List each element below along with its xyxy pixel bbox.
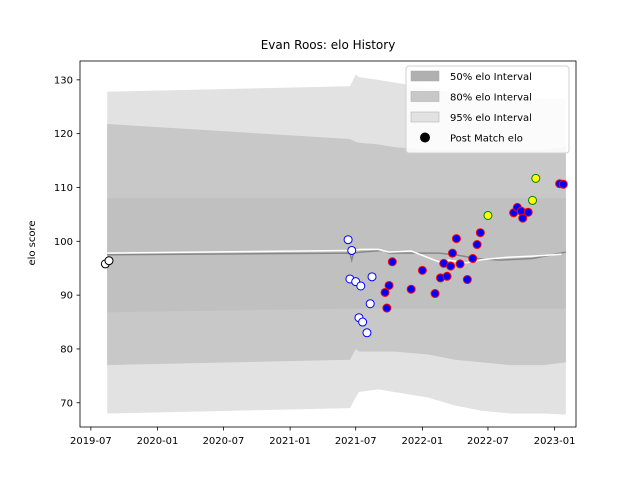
data-point (430, 289, 440, 299)
point-series-1 (343, 235, 377, 338)
data-point (406, 284, 416, 294)
data-point (475, 228, 485, 238)
data-point (558, 179, 568, 189)
data-point (523, 207, 533, 217)
band-50-interval (107, 198, 566, 313)
y-tick-label: 110 (54, 183, 73, 194)
x-tick-label: 2023-01 (534, 436, 576, 447)
data-point (384, 280, 394, 290)
x-tick-label: 2020-07 (203, 436, 245, 447)
data-point (531, 173, 541, 183)
legend-swatch (410, 70, 440, 82)
x-tick-label: 2020-01 (137, 436, 179, 447)
data-point (442, 271, 452, 281)
data-point (446, 261, 456, 271)
point-series-0 (100, 256, 114, 269)
data-point (462, 275, 472, 285)
data-point (518, 213, 528, 223)
legend-label: 95% elo Interval (450, 113, 532, 124)
data-point (528, 195, 538, 205)
data-point (347, 245, 357, 255)
data-point (447, 248, 457, 258)
x-tick-label: 2022-07 (467, 436, 509, 447)
legend-swatch (410, 91, 440, 102)
data-point (472, 240, 482, 250)
chart-title: Evan Roos: elo History (261, 38, 396, 52)
data-point (365, 299, 375, 309)
legend-box (405, 65, 570, 154)
data-point (362, 328, 372, 338)
data-point (358, 317, 368, 327)
y-tick-label: 80 (60, 344, 73, 355)
data-point (455, 259, 465, 269)
data-point (483, 210, 493, 220)
y-tick-label: 70 (60, 398, 73, 409)
data-point (356, 281, 366, 291)
data-point (367, 272, 377, 282)
legend-swatch (410, 111, 440, 123)
x-tick-label: 2019-07 (70, 436, 112, 447)
y-axis-label: elo score (27, 220, 38, 265)
line-median (107, 249, 567, 264)
y-tick-label: 90 (60, 291, 73, 302)
data-point (343, 235, 353, 245)
line-mean (107, 248, 562, 264)
plot-frame (79, 60, 577, 428)
legend-label: 80% elo Interval (450, 93, 532, 104)
data-point (382, 303, 392, 313)
legend-label: Post Match elo (450, 134, 523, 145)
point-series-3 (483, 173, 541, 220)
data-point (387, 257, 397, 267)
y-tick-label: 120 (54, 129, 73, 140)
data-point (104, 256, 114, 266)
y-tick-label: 130 (54, 75, 73, 86)
y-tick-label: 100 (54, 237, 73, 248)
legend: 50% elo Interval 80% elo Interval 95% elo … (405, 65, 570, 154)
data-point (417, 265, 427, 275)
data-point (468, 254, 478, 264)
x-tick-label: 2022-01 (401, 436, 443, 447)
x-tick-label: 2021-07 (335, 436, 377, 447)
data-point (380, 287, 390, 297)
legend-label: 50% elo Interval (450, 72, 532, 83)
data-point (451, 234, 461, 244)
legend-marker (420, 132, 430, 143)
x-tick-label: 2021-01 (269, 436, 311, 447)
point-series-2 (380, 179, 568, 313)
